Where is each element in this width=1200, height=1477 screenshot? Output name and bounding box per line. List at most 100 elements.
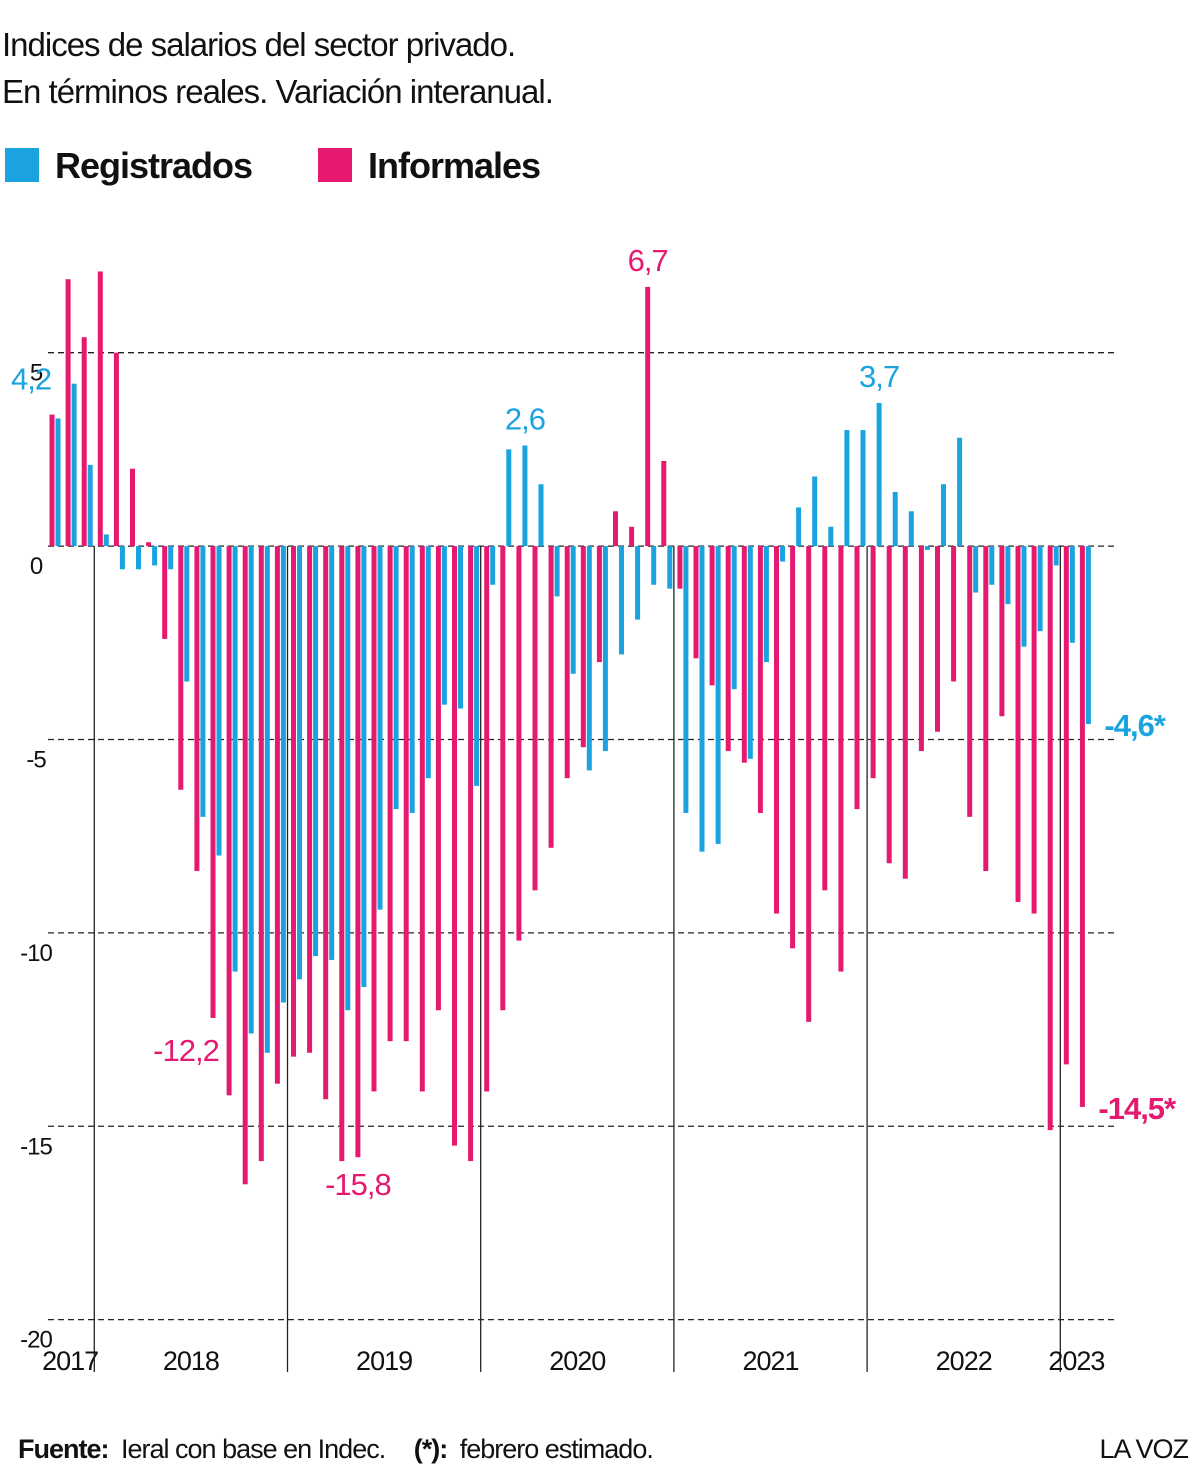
x-tick-label: 2021	[742, 1346, 798, 1376]
bar	[580, 546, 586, 748]
bar	[812, 476, 818, 547]
x-tick-label: 2017	[42, 1346, 98, 1376]
bar	[886, 546, 892, 864]
bar	[119, 546, 125, 570]
bar	[258, 546, 264, 1162]
bar	[313, 546, 319, 957]
bar	[297, 546, 302, 980]
bar	[602, 546, 608, 752]
bar	[876, 402, 882, 547]
bar	[596, 546, 602, 663]
bar	[651, 546, 657, 585]
bar	[130, 468, 135, 547]
bar	[419, 546, 425, 1092]
bar	[474, 546, 480, 786]
x-tick-label: 2018	[163, 1346, 219, 1376]
bar	[538, 484, 544, 547]
x-tick-label: 2023	[1048, 1346, 1104, 1376]
bar	[715, 546, 721, 844]
bar	[200, 546, 206, 817]
x-tick-label: 2020	[549, 1346, 605, 1376]
bar	[967, 546, 973, 817]
x-tick-label: 2019	[356, 1346, 412, 1376]
data-label: 3,7	[859, 359, 899, 394]
data-label: 2,6	[505, 402, 545, 437]
bar	[661, 460, 667, 547]
bar	[693, 546, 699, 659]
bar	[1021, 546, 1027, 647]
bar	[146, 542, 152, 547]
bar	[586, 546, 592, 771]
note-label: (*):	[414, 1434, 447, 1464]
bar	[1005, 546, 1011, 605]
bar	[892, 491, 898, 547]
bar	[645, 286, 651, 547]
bar	[81, 337, 87, 547]
bar	[747, 546, 753, 759]
bar	[1031, 546, 1037, 914]
bar	[941, 484, 946, 547]
bar	[1015, 546, 1021, 902]
chart-title: Indices de salarios del sector privado.	[2, 26, 515, 63]
bar	[731, 546, 737, 690]
bar	[516, 546, 522, 941]
note: febrero estimado.	[460, 1434, 653, 1464]
bar	[468, 546, 474, 1162]
data-label: 4,2	[11, 362, 51, 397]
bar	[709, 546, 715, 686]
bar	[458, 546, 463, 709]
bar	[951, 546, 957, 682]
bar	[1047, 546, 1053, 1131]
bar	[65, 279, 71, 547]
bar	[763, 546, 769, 663]
bar	[854, 546, 860, 810]
bar	[790, 546, 796, 949]
y-tick-label: -15	[20, 1133, 52, 1160]
brand: LA VOZ	[1099, 1434, 1188, 1464]
bar	[226, 546, 232, 1096]
bar	[983, 546, 989, 871]
bar	[741, 546, 747, 763]
bar	[860, 430, 866, 547]
data-label: 6,7	[628, 243, 668, 278]
bar	[371, 546, 377, 1092]
bar	[918, 546, 924, 752]
y-tick-label: -10	[20, 940, 52, 967]
bar	[806, 546, 812, 1022]
legend-swatch	[318, 148, 352, 182]
bar	[908, 511, 914, 547]
bar	[844, 430, 850, 547]
bar	[699, 546, 705, 852]
bar	[178, 546, 184, 790]
bar	[393, 546, 399, 810]
data-label: -12,2	[153, 1033, 219, 1068]
legend-label: Informales	[368, 145, 540, 186]
bar	[822, 546, 828, 891]
bar	[619, 546, 624, 655]
bar	[329, 546, 335, 960]
bar	[71, 383, 77, 547]
bar	[725, 546, 731, 752]
bar	[828, 526, 834, 547]
bar	[339, 546, 345, 1162]
bar	[757, 546, 763, 813]
bar	[49, 414, 55, 547]
bar	[291, 546, 296, 1057]
bar	[97, 271, 103, 547]
bar	[554, 546, 560, 597]
y-tick-label: -5	[26, 746, 46, 773]
bar	[168, 546, 174, 570]
source-label: Fuente:	[18, 1434, 109, 1464]
source: Ieral con base en Indec.	[121, 1434, 385, 1464]
bar	[613, 511, 618, 547]
bar	[989, 546, 995, 585]
bar	[307, 546, 313, 1053]
bar	[490, 546, 496, 585]
chart-subtitle: En términos reales. Variación interanual…	[2, 73, 553, 110]
bar	[796, 507, 802, 547]
bar	[973, 546, 979, 593]
bar	[677, 546, 683, 589]
data-label: -15,8	[325, 1167, 391, 1202]
y-tick-label: -20	[20, 1327, 52, 1354]
